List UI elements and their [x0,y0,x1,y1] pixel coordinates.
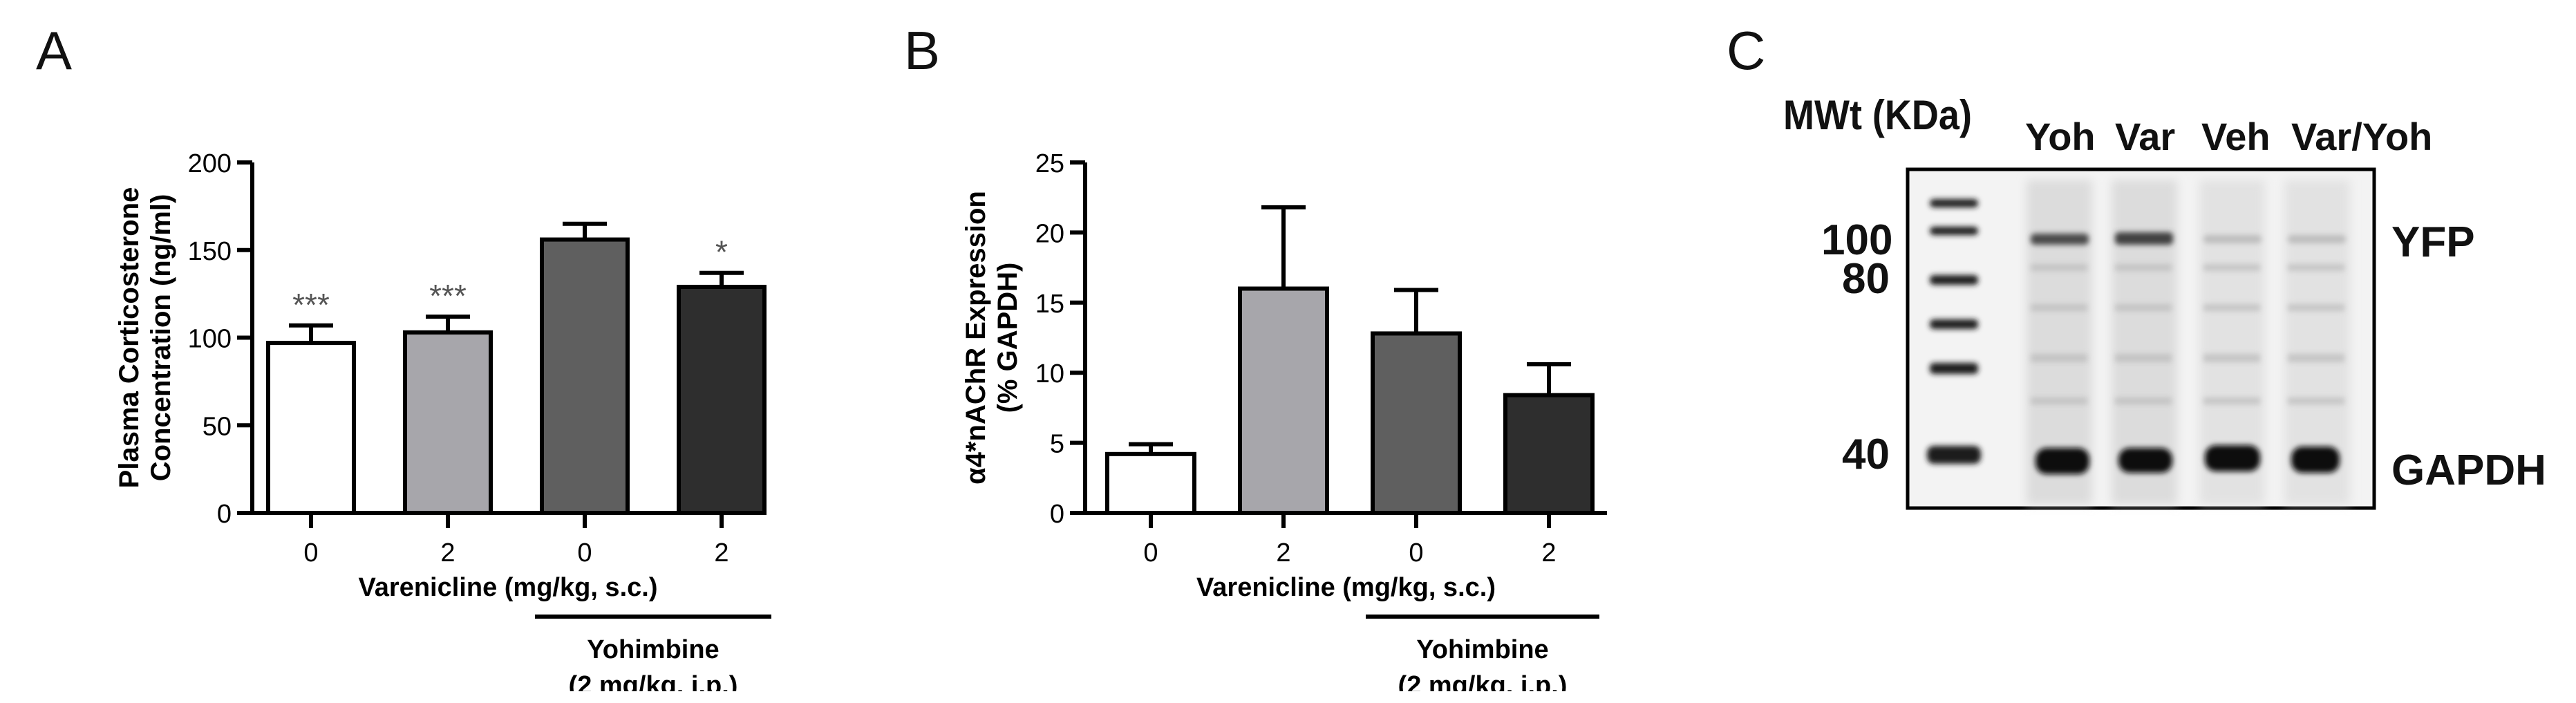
significance-marker: *** [292,287,330,323]
x-tick-label: 2 [714,538,728,568]
y-tick-label: 25 [1035,149,1064,178]
x-tick-label: 0 [577,538,592,568]
bar [1371,331,1462,515]
group-label: Yohimbine [587,635,719,664]
significance-marker: * [715,234,728,270]
marker-80: 80 [1842,255,1890,303]
y-tick-label: 0 [1050,500,1064,529]
y-tick-label: 20 [1035,219,1064,248]
bar [540,237,630,515]
y-tick-label: 200 [188,149,232,178]
y-axis-label: α4*nAChR Expression [961,191,991,485]
group-label: (2 mg/kg, i.p.) [1398,671,1568,691]
bar [1503,393,1595,516]
x-axis-label: Varenicline (mg/kg, s.c.) [1196,573,1496,602]
y-tick-label: 100 [188,325,232,354]
lane-label-var-yoh: Var/Yoh [2291,115,2433,158]
bar [266,341,356,516]
marker-100: 100 [1821,216,1893,264]
x-tick-label: 2 [440,538,455,568]
western-blot-panel: MWt (KDa) Yoh Var Veh Var/Yoh 100 80 40 … [1769,83,2571,691]
panel-letter-b: B [904,20,941,81]
significance-marker: *** [429,278,467,314]
y-axis-label: Concentration (ng/ml) [146,194,176,482]
x-tick-label: 2 [1541,538,1556,568]
y-tick-label: 5 [1050,430,1064,459]
group-label: (2 mg/kg, i.p.) [569,671,738,691]
yfp-bands [2031,232,2346,245]
bar [1105,451,1196,515]
x-tick-label: 2 [1276,538,1290,568]
lane-label-yoh: Yoh [2025,115,2096,158]
mw-header: MWt (KDa) [1783,92,1972,138]
band-label-yfp: YFP [2391,218,2475,266]
y-axis-label: (% GAPDH) [993,263,1023,413]
band-label-gapdh: GAPDH [2391,447,2546,494]
y-tick-label: 150 [188,237,232,266]
marker-40: 40 [1842,431,1890,478]
blot-image [1906,167,2376,510]
x-tick-label: 0 [1143,538,1158,568]
group-label: Yohimbine [1416,635,1548,664]
x-tick-label: 0 [303,538,318,568]
lane-label-veh: Veh [2201,115,2271,158]
y-tick-label: 15 [1035,290,1064,319]
y-tick-label: 50 [203,412,232,441]
bar [1238,286,1329,515]
lane-label-var: Var [2115,115,2176,158]
ladder-bands [1927,199,1981,464]
panel-letter-c: C [1727,20,1766,81]
x-tick-label: 0 [1409,538,1423,568]
y-axis-label: Plasma Corticosterone [114,187,144,489]
bar [677,284,767,515]
bar [403,330,493,515]
panel-letter-a: A [36,20,73,81]
faint-bands [2031,264,2344,404]
y-tick-label: 0 [217,500,232,529]
gapdh-bands [2036,445,2340,474]
y-tick-label: 10 [1035,359,1064,388]
x-axis-label: Varenicline (mg/kg, s.c.) [359,573,658,602]
